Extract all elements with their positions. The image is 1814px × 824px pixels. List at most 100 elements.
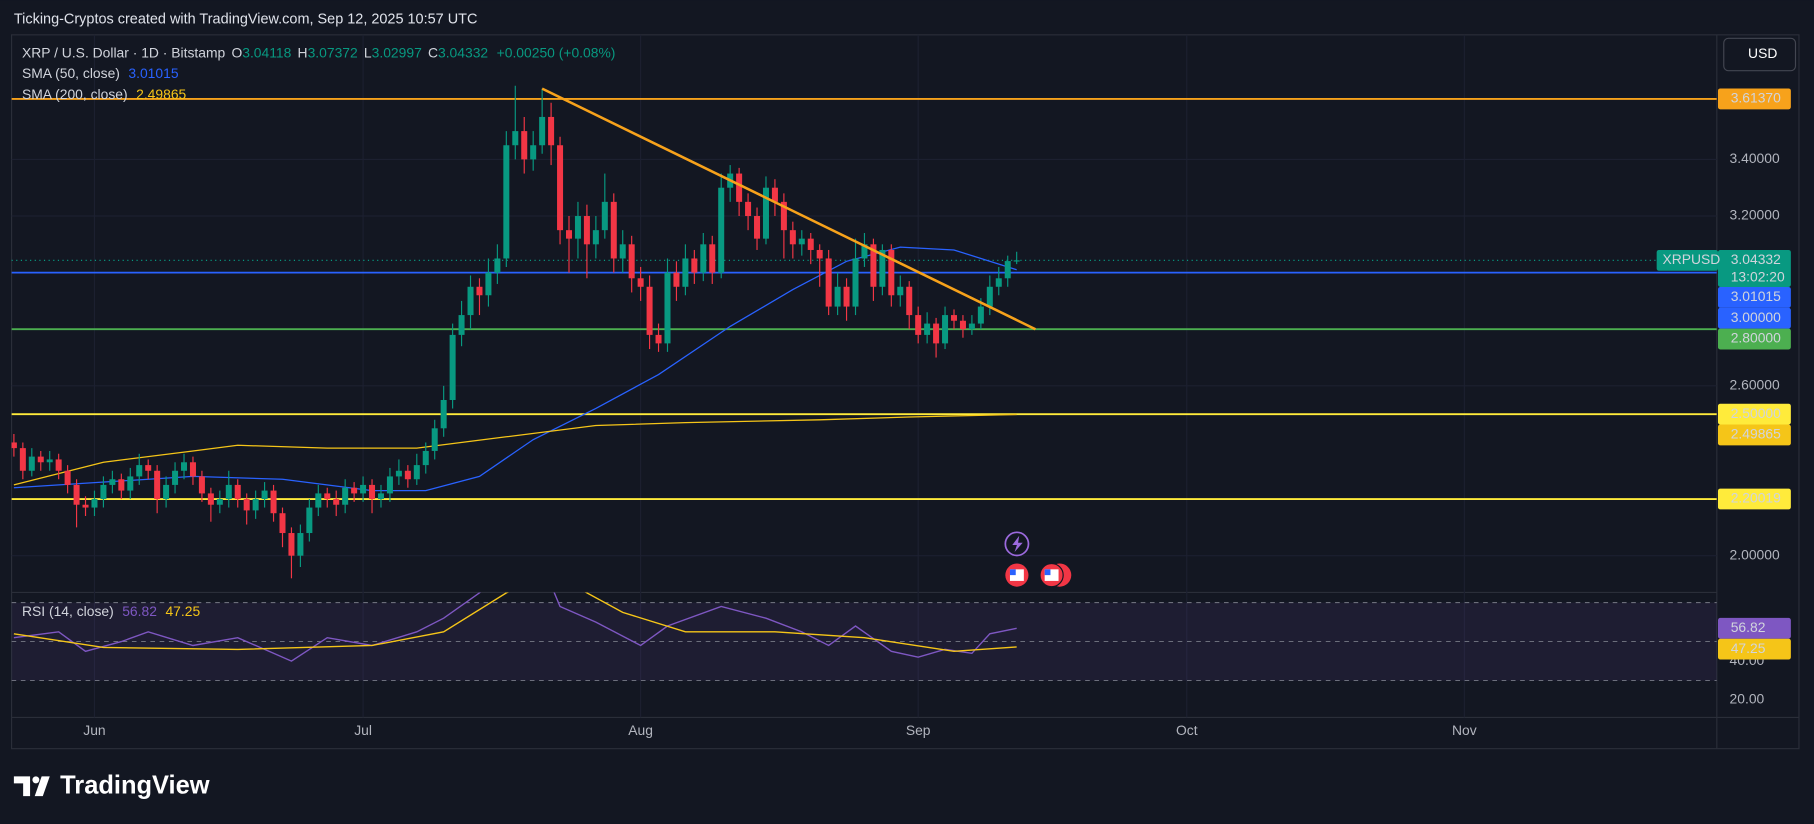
candle-body bbox=[879, 249, 886, 287]
candle-body bbox=[521, 131, 528, 160]
logo-text: TradingView bbox=[60, 772, 210, 800]
candle-body bbox=[592, 230, 599, 245]
candle-body bbox=[870, 244, 877, 287]
symbol-legend: XRP / U.S. Dollar · 1D · Bitstamp O3.041… bbox=[22, 44, 615, 60]
candle-body bbox=[422, 450, 429, 466]
candle-body bbox=[888, 249, 895, 296]
price-label: 3.61370 bbox=[1731, 90, 1781, 106]
candle-body bbox=[467, 286, 474, 316]
candle-body bbox=[288, 533, 295, 556]
candle-body bbox=[333, 499, 340, 505]
candle-body bbox=[834, 286, 841, 307]
candle-body bbox=[673, 272, 680, 287]
candle-body bbox=[986, 286, 993, 307]
candle-body bbox=[342, 487, 349, 505]
candle-body bbox=[1004, 261, 1011, 279]
candle-body bbox=[655, 334, 662, 344]
ohlc-key: L bbox=[364, 44, 372, 60]
currency-button-label[interactable]: USD bbox=[1748, 45, 1777, 61]
candle-body bbox=[118, 479, 125, 491]
price-label-bg bbox=[1717, 286, 1791, 308]
candle-body bbox=[798, 238, 805, 245]
change-value: +0.00250 (+0.08%) bbox=[497, 44, 616, 60]
price-label: 3.04332 bbox=[1731, 251, 1781, 267]
x-tick-label: Aug bbox=[628, 722, 653, 738]
candle-body bbox=[37, 456, 44, 463]
candle-body bbox=[691, 258, 698, 273]
candle-body bbox=[512, 131, 519, 146]
candle-body bbox=[915, 315, 922, 335]
x-tick-label: Sep bbox=[906, 722, 931, 738]
rsi-line bbox=[13, 592, 1017, 662]
candle-body bbox=[377, 493, 384, 500]
price-label: 13:02:20 bbox=[1731, 268, 1785, 284]
candle-body bbox=[816, 249, 823, 259]
candle-body bbox=[136, 465, 143, 477]
open-value: 3.04118 bbox=[242, 44, 291, 60]
event-flag-glyph bbox=[1009, 569, 1016, 576]
candle-body bbox=[440, 399, 447, 429]
candle-body bbox=[198, 476, 205, 494]
sma200-value: 2.49865 bbox=[136, 86, 186, 102]
symbol: XRP / U.S. Dollar · 1D · Bitstamp bbox=[22, 44, 226, 60]
candle-body bbox=[933, 323, 940, 344]
x-tick-label: Jul bbox=[354, 722, 372, 738]
candle-body bbox=[557, 145, 564, 231]
candle-body bbox=[163, 484, 170, 500]
candle-body bbox=[189, 462, 196, 477]
rsi-ma-line bbox=[13, 592, 1017, 653]
x-tick-label: Oct bbox=[1176, 722, 1198, 738]
candle-body bbox=[395, 470, 402, 477]
candle-body bbox=[449, 334, 456, 400]
event-flag-glyph bbox=[1044, 569, 1051, 576]
candle-body bbox=[503, 145, 510, 259]
logo-mark bbox=[13, 776, 50, 797]
candle-body bbox=[565, 230, 573, 239]
candle-body bbox=[852, 258, 859, 307]
x-tick-label: Jun bbox=[83, 722, 105, 738]
candle-body bbox=[485, 272, 492, 296]
candle-body bbox=[369, 484, 376, 500]
candle-body bbox=[968, 323, 975, 330]
candle-body bbox=[771, 187, 778, 202]
candle-body bbox=[539, 116, 546, 146]
candle-body bbox=[261, 490, 268, 500]
currency-button[interactable] bbox=[1723, 37, 1797, 72]
price-label-bg bbox=[1717, 88, 1791, 110]
candle-body bbox=[843, 286, 850, 307]
ticker-tag: XRPUSD bbox=[1662, 251, 1720, 267]
rsi-value: 56.82 bbox=[122, 603, 157, 619]
candle-body bbox=[91, 499, 98, 508]
candle-body bbox=[207, 493, 214, 505]
candle-body bbox=[995, 278, 1002, 287]
candle-body bbox=[682, 258, 689, 287]
candle-body bbox=[736, 173, 743, 202]
candle-body bbox=[664, 272, 671, 344]
candle-body bbox=[959, 320, 966, 330]
price-label: 2.80000 bbox=[1731, 330, 1781, 346]
candle-body bbox=[127, 476, 134, 491]
candle-body bbox=[297, 533, 304, 556]
sma200-name: SMA (200, close) bbox=[22, 86, 128, 102]
price-label: 2.50000 bbox=[1731, 405, 1781, 421]
price-label: 3.01015 bbox=[1731, 288, 1781, 304]
sma50-value: 3.01015 bbox=[128, 65, 178, 81]
candle-body bbox=[762, 187, 769, 239]
rsi-value-bg bbox=[1717, 617, 1791, 639]
candle-body bbox=[279, 513, 286, 534]
rsi-value-bg bbox=[1717, 638, 1791, 660]
y-tick-label: 3.40000 bbox=[1730, 150, 1780, 166]
candle-body bbox=[807, 238, 814, 250]
candle-body bbox=[718, 187, 725, 273]
high-value: 3.07372 bbox=[308, 44, 358, 60]
attribution: Ticking-Cryptos created with TradingView… bbox=[14, 12, 478, 28]
candle-body bbox=[780, 201, 787, 231]
candle-body bbox=[19, 448, 26, 471]
candle-body bbox=[82, 504, 89, 508]
candle-body bbox=[73, 484, 80, 505]
candle-body bbox=[145, 465, 152, 471]
candle-body bbox=[610, 201, 617, 259]
candle-body bbox=[351, 487, 358, 494]
ticker-tag-bg bbox=[1656, 249, 1718, 271]
price-label: 3.00000 bbox=[1731, 309, 1781, 325]
